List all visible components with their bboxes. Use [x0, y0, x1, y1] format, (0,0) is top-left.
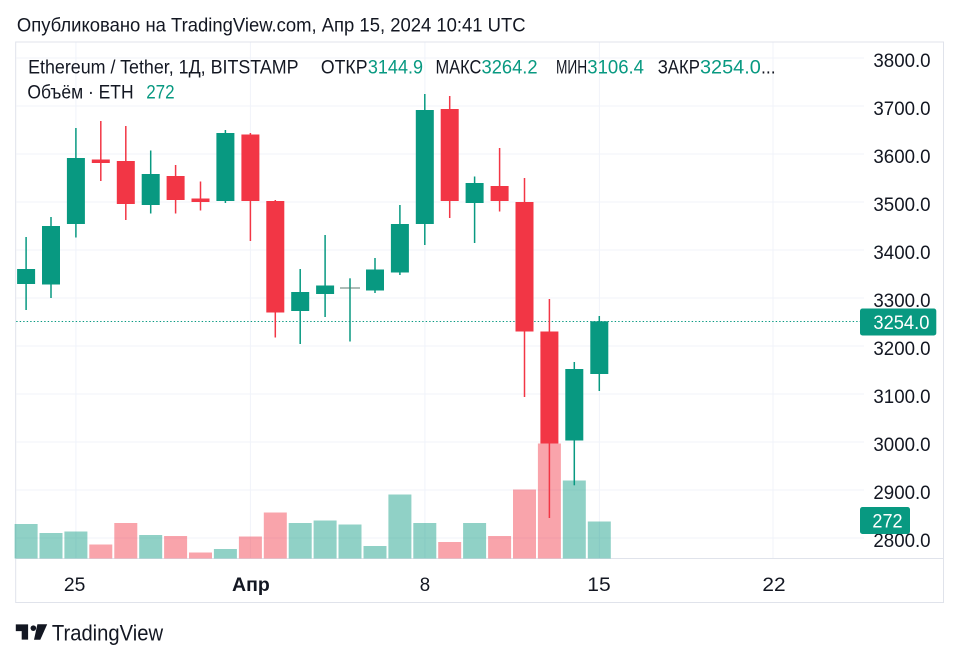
svg-text:15: 15: [587, 574, 611, 596]
svg-text:МАКС: МАКС: [436, 58, 482, 79]
svg-text:3500.0: 3500.0: [873, 194, 930, 216]
svg-text:2900.0: 2900.0: [873, 482, 930, 504]
svg-text:3200.0: 3200.0: [873, 338, 930, 360]
svg-text:3000.0: 3000.0: [873, 434, 930, 456]
svg-text:3264.2: 3264.2: [482, 58, 538, 79]
svg-text:ЗАКР: ЗАКР: [658, 58, 700, 79]
svg-text:...: ...: [761, 58, 776, 79]
svg-text:3254.0: 3254.0: [700, 58, 761, 79]
svg-text:3800.0: 3800.0: [873, 50, 930, 72]
svg-text:3600.0: 3600.0: [873, 146, 930, 168]
svg-text:Апр: Апр: [232, 574, 270, 596]
svg-text:3144.9: 3144.9: [368, 58, 423, 79]
svg-text:Объём · ETH: Объём · ETH: [27, 82, 133, 103]
svg-text:25: 25: [64, 574, 86, 596]
svg-text:272: 272: [872, 512, 902, 533]
svg-text:22: 22: [762, 574, 785, 596]
svg-text:2800.0: 2800.0: [873, 530, 930, 552]
svg-text:Ethereum / Tether, 1Д, BITSTAM: Ethereum / Tether, 1Д, BITSTAMP: [28, 58, 299, 79]
svg-text:ОТКР: ОТКР: [321, 58, 368, 79]
svg-text:3700.0: 3700.0: [873, 98, 930, 120]
svg-text:3400.0: 3400.0: [873, 242, 930, 264]
svg-text:3100.0: 3100.0: [873, 386, 930, 408]
svg-text:272: 272: [146, 82, 174, 103]
svg-text:TradingView: TradingView: [52, 621, 163, 646]
svg-text:3300.0: 3300.0: [873, 290, 930, 312]
svg-text:3106.4: 3106.4: [587, 58, 644, 79]
svg-text:8: 8: [420, 574, 430, 596]
svg-text:МИН: МИН: [556, 58, 587, 79]
svg-text:Опубликовано на TradingView.co: Опубликовано на TradingView.com, Апр 15,…: [17, 14, 526, 36]
svg-text:3254.0: 3254.0: [873, 313, 929, 334]
